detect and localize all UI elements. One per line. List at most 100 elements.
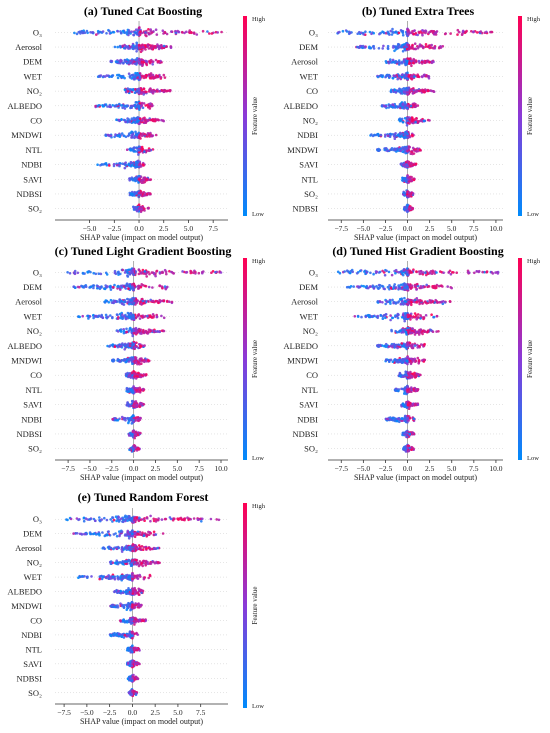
data-point <box>201 29 205 33</box>
data-point <box>138 60 141 64</box>
data-point <box>148 149 151 152</box>
data-point <box>400 134 403 138</box>
data-point <box>359 44 362 48</box>
x-tick-label: 5.0 <box>447 224 457 233</box>
data-point <box>146 330 150 334</box>
data-point <box>384 133 387 137</box>
data-point <box>122 300 126 304</box>
data-point <box>118 298 121 301</box>
data-point <box>411 29 414 33</box>
data-point <box>104 299 108 302</box>
data-point <box>149 87 152 90</box>
data-point <box>206 30 209 33</box>
data-point <box>138 78 142 81</box>
data-point <box>137 153 140 156</box>
x-tick-label: 2.5 <box>151 464 161 473</box>
data-point <box>118 163 121 167</box>
feature-label: O₃ <box>33 27 42 37</box>
data-point <box>158 89 162 93</box>
data-point <box>111 343 114 347</box>
data-point <box>144 121 148 124</box>
data-point <box>388 284 391 287</box>
data-point <box>141 106 145 110</box>
data-point <box>131 88 135 92</box>
data-point <box>114 417 117 420</box>
x-tick-label: −7.5 <box>334 224 348 233</box>
data-point <box>107 134 110 137</box>
data-point <box>385 269 388 273</box>
feature-label: MNDWI <box>287 145 318 155</box>
data-point <box>132 47 135 51</box>
data-point <box>105 32 108 35</box>
data-point <box>128 404 132 408</box>
data-point <box>415 150 418 153</box>
data-point <box>147 300 150 303</box>
data-point <box>356 32 360 35</box>
data-point <box>400 286 404 289</box>
data-point <box>123 107 127 110</box>
data-point <box>125 58 129 61</box>
data-point <box>410 271 414 274</box>
feature-label: NDBI <box>21 414 42 424</box>
chart-title: (a) Tuned Cat Boosting <box>84 4 202 18</box>
feature-points-2 <box>345 282 454 292</box>
data-point <box>128 344 132 348</box>
panel-4: (d) Tuned Hist Gradient BoostingO₃DEMAer… <box>284 244 541 482</box>
x-axis-label: SHAP value (impact on model output) <box>354 233 477 242</box>
data-point <box>381 47 385 50</box>
data-point <box>193 32 196 35</box>
data-point <box>122 134 126 138</box>
data-point <box>386 44 390 48</box>
data-point <box>140 332 143 335</box>
data-point <box>121 106 124 110</box>
data-point <box>104 313 108 317</box>
data-point <box>137 194 141 197</box>
data-point <box>202 270 205 273</box>
data-point <box>96 315 100 319</box>
data-point <box>141 284 145 287</box>
data-point <box>125 388 129 391</box>
data-point <box>382 104 386 108</box>
data-point <box>73 286 77 289</box>
data-point <box>138 317 142 320</box>
data-point <box>111 74 115 77</box>
data-point <box>125 330 128 334</box>
data-point <box>116 73 119 77</box>
data-point <box>96 163 99 166</box>
data-point <box>389 133 392 137</box>
data-point <box>387 270 391 274</box>
colorbar-high-label: High <box>252 16 266 23</box>
data-point <box>439 45 442 48</box>
data-point <box>424 31 427 35</box>
data-point <box>95 33 98 36</box>
data-point <box>128 373 131 376</box>
data-point <box>396 77 400 81</box>
data-point <box>109 31 113 35</box>
data-point <box>412 32 416 36</box>
data-point <box>399 270 403 273</box>
data-point <box>123 416 127 420</box>
feature-points-13 <box>132 203 150 214</box>
data-point <box>137 119 140 122</box>
data-point <box>389 148 393 151</box>
data-point <box>406 88 409 92</box>
data-point <box>130 45 134 48</box>
data-point <box>138 133 142 137</box>
data-point <box>156 118 159 121</box>
data-point <box>160 285 164 288</box>
data-point <box>216 31 219 34</box>
feature-points-7 <box>397 116 431 127</box>
feature-label: SO₂ <box>28 444 42 454</box>
data-point <box>136 285 140 288</box>
data-point <box>421 90 424 93</box>
feature-label: NO₂ <box>303 116 318 126</box>
data-point <box>426 45 430 48</box>
data-point <box>149 73 153 77</box>
data-point <box>383 273 387 277</box>
colorbar-title: Feature value <box>251 97 259 135</box>
data-point <box>403 132 407 136</box>
data-point <box>73 31 76 35</box>
data-point <box>141 64 144 67</box>
data-point <box>160 46 164 50</box>
data-point <box>145 270 149 274</box>
